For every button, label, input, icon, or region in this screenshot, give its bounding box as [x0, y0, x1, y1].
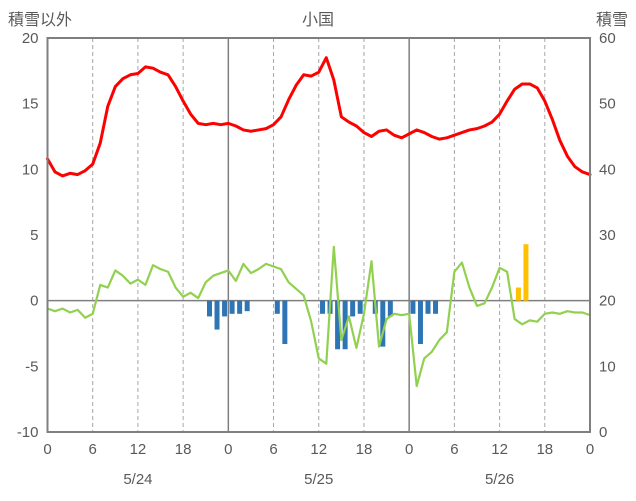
left-axis-tick: 15 — [22, 96, 39, 113]
x-axis-hour-tick: 6 — [89, 441, 97, 458]
plot-frame — [46, 37, 591, 433]
x-axis-hour-tick: 12 — [310, 441, 327, 458]
blue-bars-segment — [425, 300, 431, 314]
right-axis-tick: 10 — [599, 358, 616, 375]
blue-bars-segment — [417, 300, 423, 345]
x-axis-hour-tick: 18 — [175, 441, 192, 458]
blue-bars-segment — [320, 300, 326, 314]
blue-bars-segment — [350, 300, 356, 317]
blue-bars-segment — [222, 300, 228, 317]
right-axis-tick: 0 — [599, 424, 607, 441]
left-axis-tick: 0 — [30, 293, 38, 310]
x-axis-hour-tick: 18 — [356, 441, 373, 458]
blue-bars-segment — [410, 300, 416, 314]
blue-bars-segment — [237, 300, 243, 314]
x-axis-hour-tick: 0 — [405, 441, 413, 458]
chart-header: 積雪以外 小国 積雪 — [0, 6, 636, 30]
blue-bars-segment — [206, 300, 212, 317]
x-axis-date-label: 5/25 — [304, 471, 333, 488]
orange-bars-segment — [523, 244, 529, 301]
x-axis-hour-tick: 12 — [130, 441, 147, 458]
blue-bars-segment — [229, 300, 235, 314]
left-axis-tick: 5 — [30, 227, 38, 244]
x-axis-hour-tick: 0 — [586, 441, 594, 458]
right-axis-tick: 20 — [599, 293, 616, 310]
x-axis-hour-tick: 12 — [491, 441, 508, 458]
blue-bars-segment — [387, 300, 393, 317]
blue-bars-segment — [244, 300, 250, 312]
chart-title: 小国 — [301, 12, 334, 29]
blue-bars-segment — [380, 300, 386, 347]
x-axis-hour-tick: 18 — [536, 441, 553, 458]
right-axis-tick: 30 — [599, 227, 616, 244]
blue-bars-segment — [335, 300, 341, 350]
blue-bars-segment — [274, 300, 280, 314]
blue-bars-segment — [282, 300, 288, 345]
left-axis-title: 積雪以外 — [8, 12, 73, 29]
x-axis-hour-tick: 0 — [43, 441, 51, 458]
left-axis-tick: 20 — [22, 30, 39, 47]
x-axis-date-label: 5/24 — [123, 471, 152, 488]
right-axis-tick: 60 — [599, 30, 616, 47]
right-axis-tick: 50 — [599, 96, 616, 113]
orange-bars-segment — [515, 287, 521, 301]
left-axis-tick: -10 — [17, 424, 39, 441]
left-axis-tick: -5 — [25, 358, 38, 375]
x-axis-hour-tick: 6 — [269, 441, 277, 458]
blue-bars-segment — [357, 300, 363, 314]
left-axis-tick: 10 — [22, 161, 39, 178]
x-axis-hour-tick: 6 — [450, 441, 458, 458]
right-axis-title: 積雪 — [595, 12, 628, 29]
green-line — [46, 245, 592, 388]
x-axis-hour-tick: 0 — [224, 441, 232, 458]
x-axis-date-label: 5/26 — [485, 471, 514, 488]
blue-bars-segment — [214, 300, 220, 330]
red-line — [46, 56, 592, 178]
blue-bars-segment — [433, 300, 439, 314]
right-axis-tick: 40 — [599, 161, 616, 178]
